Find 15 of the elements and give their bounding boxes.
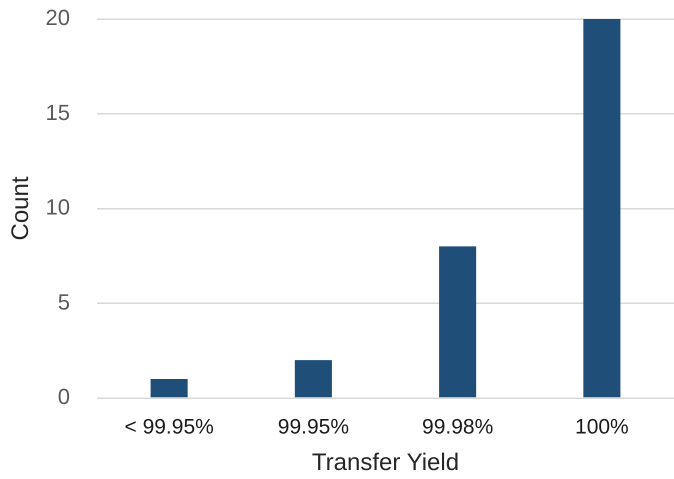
bar	[439, 246, 476, 398]
y-tick-label: 0	[58, 384, 70, 410]
y-tick-label: 15	[46, 100, 70, 125]
x-tick-label: 99.95%	[278, 415, 349, 438]
x-axis-title: Transfer Yield	[312, 449, 460, 476]
x-tick-label: 100%	[575, 415, 629, 438]
y-tick-label: 20	[46, 5, 70, 30]
bar	[150, 379, 188, 398]
bar	[294, 360, 332, 398]
y-axis-title: Count	[7, 176, 34, 241]
x-tick-label: 99.98%	[422, 415, 494, 438]
x-tick-label: < 99.95%	[124, 415, 214, 438]
y-tick-label: 5	[58, 289, 70, 314]
y-tick-label: 10	[46, 194, 70, 220]
bar	[583, 19, 620, 398]
